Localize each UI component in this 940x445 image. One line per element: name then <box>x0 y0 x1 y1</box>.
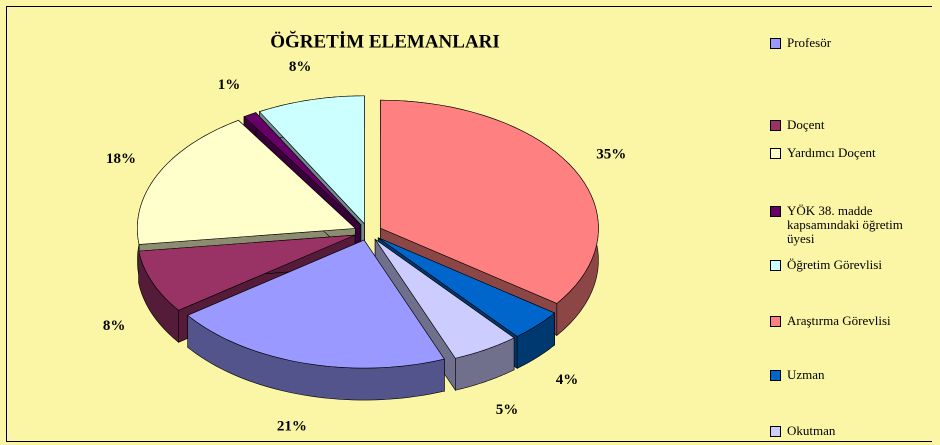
legend-item: Doçent <box>770 118 917 132</box>
pie-slice <box>187 239 445 401</box>
data-label: 8% <box>103 318 126 334</box>
slice-top <box>374 238 515 359</box>
legend-item: Okutman <box>770 424 917 438</box>
legend-item: Öğretim Görevlisi <box>770 258 917 272</box>
data-label: 4% <box>556 372 579 388</box>
data-label: 21% <box>277 419 307 435</box>
legend-swatch <box>770 260 781 271</box>
legend-label: Araştırma Görevlisi <box>787 313 891 328</box>
legend-item: YÖK 38. madde kapsamındaki öğretim üyesi <box>770 204 917 246</box>
data-label: 8% <box>289 59 312 75</box>
chart-border <box>6 6 932 442</box>
chart-title: ÖĞRETİM ELEMANLARI <box>270 30 500 52</box>
data-label: 18% <box>106 151 136 167</box>
legend-item: Profesör <box>770 36 917 50</box>
legend-label: Okutman <box>787 423 836 438</box>
legend-item: Uzman <box>770 368 917 382</box>
data-label: 5% <box>496 402 519 418</box>
legend-swatch <box>770 120 781 131</box>
slice-top <box>258 95 365 225</box>
legend-item: Araştırma Görevlisi <box>770 314 917 328</box>
data-label: 35% <box>596 146 626 162</box>
data-label: 1% <box>218 77 241 93</box>
legend-item: Yardımcı Doçent <box>770 146 917 160</box>
legend-label: Uzman <box>787 367 825 382</box>
legend-label: YÖK 38. madde kapsamındaki öğretim üyesi <box>787 203 903 246</box>
slice-top <box>380 99 599 304</box>
slice-top <box>378 237 556 337</box>
slice-top <box>243 112 362 225</box>
legend-swatch <box>770 316 781 327</box>
legend-swatch <box>770 148 781 159</box>
slice-top <box>187 239 445 369</box>
legend-label: Doçent <box>787 117 825 132</box>
legend-swatch <box>770 38 781 49</box>
legend-label: Profesör <box>787 35 832 50</box>
slice-top <box>138 234 356 311</box>
legend-swatch <box>770 426 781 437</box>
legend-label: Öğretim Görevlisi <box>787 257 882 272</box>
legend-swatch <box>770 206 781 217</box>
legend-swatch <box>770 370 781 381</box>
slice-top <box>137 120 357 245</box>
legend-label: Yardımcı Doçent <box>787 145 876 160</box>
